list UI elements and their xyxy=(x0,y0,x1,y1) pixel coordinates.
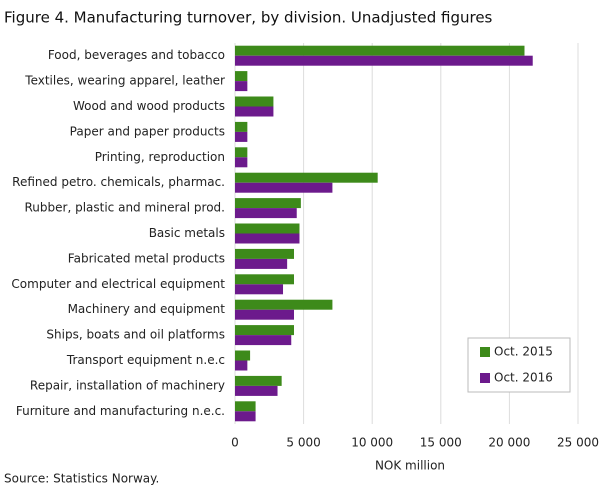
bar xyxy=(235,55,533,66)
bar xyxy=(235,401,256,412)
y-tick-label: Wood and wood products xyxy=(73,99,225,113)
y-tick-label: Furniture and manufacturing n.e.c. xyxy=(16,404,225,418)
bar xyxy=(235,360,248,371)
y-tick-label: Repair, installation of machinery xyxy=(30,378,225,392)
bar xyxy=(235,223,300,234)
bar xyxy=(235,106,274,117)
bar xyxy=(235,248,294,259)
y-tick-label: Computer and electrical equipment xyxy=(11,277,225,291)
bar xyxy=(235,198,301,209)
bar xyxy=(235,121,248,132)
legend-swatch xyxy=(480,347,490,357)
x-tick-label: 25 000 xyxy=(557,436,599,450)
y-tick-label: Transport equipment n.e.c xyxy=(66,353,225,367)
bar xyxy=(235,96,274,107)
y-tick-label: Machinery and equipment xyxy=(68,302,226,316)
bar xyxy=(235,233,300,244)
y-tick-label: Printing, reproduction xyxy=(95,150,225,164)
bar xyxy=(235,131,248,142)
y-tick-label: Fabricated metal products xyxy=(68,251,225,265)
bar xyxy=(235,71,248,82)
bar xyxy=(235,375,282,386)
bar xyxy=(235,335,292,346)
bar xyxy=(235,309,294,320)
x-tick-label: 15 000 xyxy=(420,436,462,450)
x-tick-label: 0 xyxy=(231,436,239,450)
bar xyxy=(235,284,284,295)
bar xyxy=(235,385,278,396)
y-tick-label: Rubber, plastic and mineral prod. xyxy=(25,201,226,215)
legend-swatch xyxy=(480,373,490,383)
legend-label: Oct. 2016 xyxy=(494,371,553,385)
x-tick-label: 5 000 xyxy=(286,436,320,450)
bar xyxy=(235,157,248,168)
bar xyxy=(235,411,256,422)
bar xyxy=(235,299,333,310)
x-tick-label: 10 000 xyxy=(351,436,393,450)
x-axis-label: NOK million xyxy=(375,459,445,473)
chart-title: Figure 4. Manufacturing turnover, by div… xyxy=(4,9,493,27)
y-tick-label: Textiles, wearing apparel, leather xyxy=(24,74,225,88)
x-tick-label: 20 000 xyxy=(488,436,530,450)
y-tick-label: Ships, boats and oil platforms xyxy=(46,328,225,342)
bar xyxy=(235,182,333,193)
bar xyxy=(235,274,294,285)
bar xyxy=(235,45,525,56)
y-tick-label: Basic metals xyxy=(149,226,225,240)
y-tick-label: Refined petro. chemicals, pharmac. xyxy=(12,175,225,189)
bar xyxy=(235,325,294,336)
bar xyxy=(235,147,248,158)
bar xyxy=(235,208,297,219)
y-tick-label: Food, beverages and tobacco xyxy=(48,48,225,62)
bar xyxy=(235,258,288,269)
source: Source: Statistics Norway. xyxy=(4,472,159,486)
bar xyxy=(235,81,248,92)
bar xyxy=(235,172,378,183)
y-tick-label: Paper and paper products xyxy=(70,124,225,138)
bar xyxy=(235,350,251,361)
legend-label: Oct. 2015 xyxy=(494,345,553,359)
